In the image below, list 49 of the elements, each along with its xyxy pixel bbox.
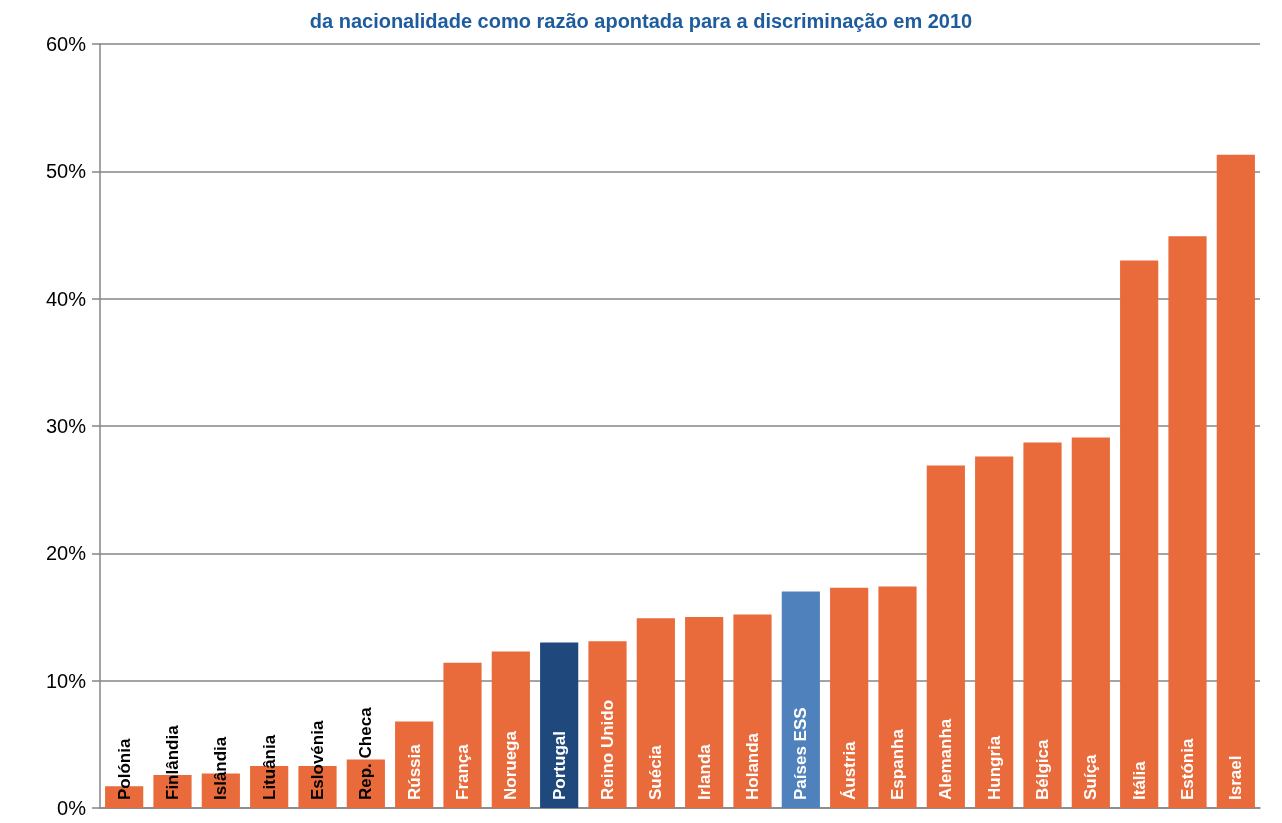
bar [491,651,530,808]
x-tick-label: Estónia [1178,738,1197,800]
bar [443,662,482,808]
bar [540,642,579,808]
y-tick-label: 40% [45,287,87,310]
bar [781,591,820,808]
bar [1216,154,1255,808]
x-tick-label: Irlanda [694,743,714,800]
bar [878,586,917,808]
x-tick-label: Finlândia [163,724,182,800]
x-tick-label: Rep. Checa [356,706,376,800]
bar [1023,442,1062,808]
bar [588,641,627,808]
x-tick-label: Itália [1129,760,1149,800]
bar [1071,437,1110,808]
x-tick-label: Suíça [1081,754,1101,800]
x-tick-label: Reino Unido [598,699,617,800]
bar [733,614,772,808]
y-tick-label: 20% [45,542,87,565]
x-tick-label: Hungria [984,735,1004,800]
x-tick-label: França [453,743,472,800]
x-tick-label: Polónia [114,738,134,800]
x-tick-label: Portugal [549,731,569,800]
bar [636,618,675,808]
y-tick-label: 0% [57,797,87,819]
y-tick-label: 30% [45,415,87,437]
bar [830,587,869,808]
bar [926,465,965,808]
x-tick-label: Espanha [888,728,907,800]
bar [1120,260,1159,808]
x-tick-label: Rússia [404,743,424,800]
bar [685,617,724,808]
bar [975,456,1014,808]
y-tick-label: 10% [45,669,87,692]
chart-title: da nacionalidade como razão apontada para a discriminação em 2010 [309,10,973,32]
x-tick-label: Suécia [646,744,666,800]
x-tick-label: Israel [1226,755,1246,800]
x-tick-label: Áustria [839,740,859,800]
x-tick-label: Noruega [501,730,521,800]
y-tick-label: 50% [45,160,87,183]
x-tick-label: Países ESS [791,707,811,800]
bar [1168,236,1207,808]
x-tick-label: Islândia [211,736,231,800]
x-tick-label: Eslovénia [308,720,327,800]
x-tick-label: Bélgica [1033,738,1052,800]
x-tick-label: Alemanha [936,718,956,800]
y-tick-label: 60% [45,33,87,55]
x-tick-label: Holanda [743,732,762,800]
x-tick-label: Lituânia [259,734,279,800]
